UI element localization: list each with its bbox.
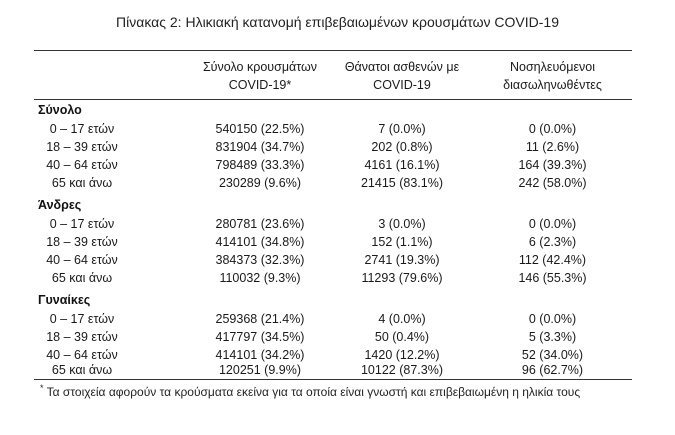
cases-cell: 831904 (34.7%) — [215, 140, 305, 154]
cases-cell: 384373 (32.3%) — [215, 253, 305, 267]
intubated-cell: 6 (2.3%) — [528, 235, 577, 249]
footnote-mark: * — [40, 383, 44, 393]
cases-cell: 540150 (22.5%) — [215, 122, 305, 136]
group-men-label: Άνδρες — [38, 198, 82, 212]
header-intubated-line-2: διασωληνωθέντες — [503, 78, 602, 92]
intubated-cell: 96 (62.7%) — [521, 363, 584, 377]
table-title: Πίνακας 2: Ηλικιακή κατανομή επιβεβαιωμέ… — [116, 14, 559, 30]
table-row: 40 – 64 ετών 414101 (34.2%) 1420 (12.2%)… — [0, 348, 675, 366]
intubated-cell: 0 (0.0%) — [528, 122, 577, 136]
table-row: 18 – 39 ετών 414101 (34.8%) 152 (1.1%) 6… — [0, 235, 675, 253]
row-label: 40 – 64 ετών — [46, 253, 118, 267]
header-rule — [34, 99, 632, 100]
deaths-cell: 202 (0.8%) — [371, 140, 433, 154]
cases-cell: 414101 (34.8%) — [215, 235, 305, 249]
cases-cell: 259368 (21.4%) — [215, 312, 305, 326]
header-intubated: Νοσηλευόμενοι διασωληνωθέντες — [480, 58, 625, 94]
deaths-cell: 7 (0.0%) — [378, 122, 426, 136]
header-cases-line-1: Σύνολο κρουσμάτων — [202, 60, 318, 74]
deaths-cell: 4161 (16.1%) — [364, 158, 440, 172]
header-deaths: Θάνατοι ασθενών με COVID-19 — [338, 58, 466, 94]
row-label: 0 – 17 ετών — [49, 312, 115, 326]
intubated-cell: 242 (58.0%) — [518, 176, 587, 190]
deaths-cell: 10122 (87.3%) — [360, 363, 443, 377]
row-label: 40 – 64 ετών — [46, 158, 118, 172]
intubated-cell: 52 (34.0%) — [521, 348, 584, 362]
table-row: 18 – 39 ετών 831904 (34.7%) 202 (0.8%) 1… — [0, 140, 675, 158]
header-deaths-line-1: Θάνατοι ασθενών με — [344, 60, 460, 74]
cases-cell: 280781 (23.6%) — [215, 217, 305, 231]
header-cases: Σύνολο κρουσμάτων COVID-19* — [190, 58, 330, 94]
deaths-cell: 1420 (12.2%) — [364, 348, 440, 362]
row-label: 0 – 17 ετών — [49, 122, 115, 136]
table-row: 65 και άνω 230289 (9.6%) 21415 (83.1%) 2… — [0, 176, 675, 194]
row-label: 18 – 39 ετών — [46, 235, 118, 249]
row-label: 18 – 39 ετών — [46, 330, 118, 344]
bottom-rule — [34, 379, 632, 380]
header-cases-line-2: COVID-19* — [228, 78, 292, 92]
deaths-cell: 11293 (79.6%) — [361, 271, 443, 285]
intubated-cell: 0 (0.0%) — [528, 217, 577, 231]
deaths-cell: 152 (1.1%) — [371, 235, 433, 249]
cases-cell: 230289 (9.6%) — [218, 176, 301, 190]
cases-cell: 798489 (33.3%) — [215, 158, 305, 172]
cases-cell: 417797 (34.5%) — [215, 330, 305, 344]
deaths-cell: 21415 (83.1%) — [360, 176, 443, 190]
table-row: 18 – 39 ετών 417797 (34.5%) 50 (0.4%) 5 … — [0, 330, 675, 348]
intubated-cell: 146 (55.3%) — [518, 271, 587, 285]
table-row: 0 – 17 ετών 259368 (21.4%) 4 (0.0%) 0 (0… — [0, 312, 675, 330]
intubated-cell: 112 (42.4%) — [518, 253, 587, 267]
deaths-cell: 2741 (19.3%) — [364, 253, 440, 267]
group-women-label: Γυναίκες — [38, 293, 91, 307]
intubated-cell: 11 (2.6%) — [525, 140, 580, 154]
row-label: 65 και άνω — [51, 271, 113, 285]
top-rule — [34, 50, 632, 51]
group-total-label: Σύνολο — [38, 103, 82, 117]
cases-cell: 120251 (9.9%) — [218, 363, 301, 377]
header-deaths-line-2: COVID-19 — [373, 78, 431, 92]
intubated-cell: 0 (0.0%) — [528, 312, 577, 326]
deaths-cell: 50 (0.4%) — [374, 330, 430, 344]
header-intubated-line-1: Νοσηλευόμενοι — [509, 60, 595, 74]
deaths-cell: 3 (0.0%) — [378, 217, 426, 231]
deaths-cell: 4 (0.0%) — [378, 312, 426, 326]
row-label: 65 και άνω — [51, 176, 113, 190]
intubated-cell: 164 (39.3%) — [518, 158, 587, 172]
row-label: 18 – 39 ετών — [46, 140, 118, 154]
footnote-text: Τα στοιχεία αφορούν τα κρούσματα εκείνα … — [46, 385, 581, 399]
table-row: 0 – 17 ετών 280781 (23.6%) 3 (0.0%) 0 (0… — [0, 217, 675, 235]
footnote: * Τα στοιχεία αφορούν τα κρούσματα εκείν… — [40, 383, 580, 399]
table-row: 65 και άνω 110032 (9.3%) 11293 (79.6%) 1… — [0, 271, 675, 289]
table-row: 0 – 17 ετών 540150 (22.5%) 7 (0.0%) 0 (0… — [0, 122, 675, 140]
row-label: 40 – 64 ετών — [46, 348, 118, 362]
row-label: 0 – 17 ετών — [49, 217, 115, 231]
table-row: 40 – 64 ετών 384373 (32.3%) 2741 (19.3%)… — [0, 253, 675, 271]
intubated-cell: 5 (3.3%) — [528, 330, 577, 344]
table-row: 65 και άνω 120251 (9.9%) 10122 (87.3%) 9… — [0, 363, 675, 381]
row-label: 65 και άνω — [51, 363, 113, 377]
cases-cell: 414101 (34.2%) — [215, 348, 305, 362]
cases-cell: 110032 (9.3%) — [219, 271, 301, 285]
table-row: 40 – 64 ετών 798489 (33.3%) 4161 (16.1%)… — [0, 158, 675, 176]
